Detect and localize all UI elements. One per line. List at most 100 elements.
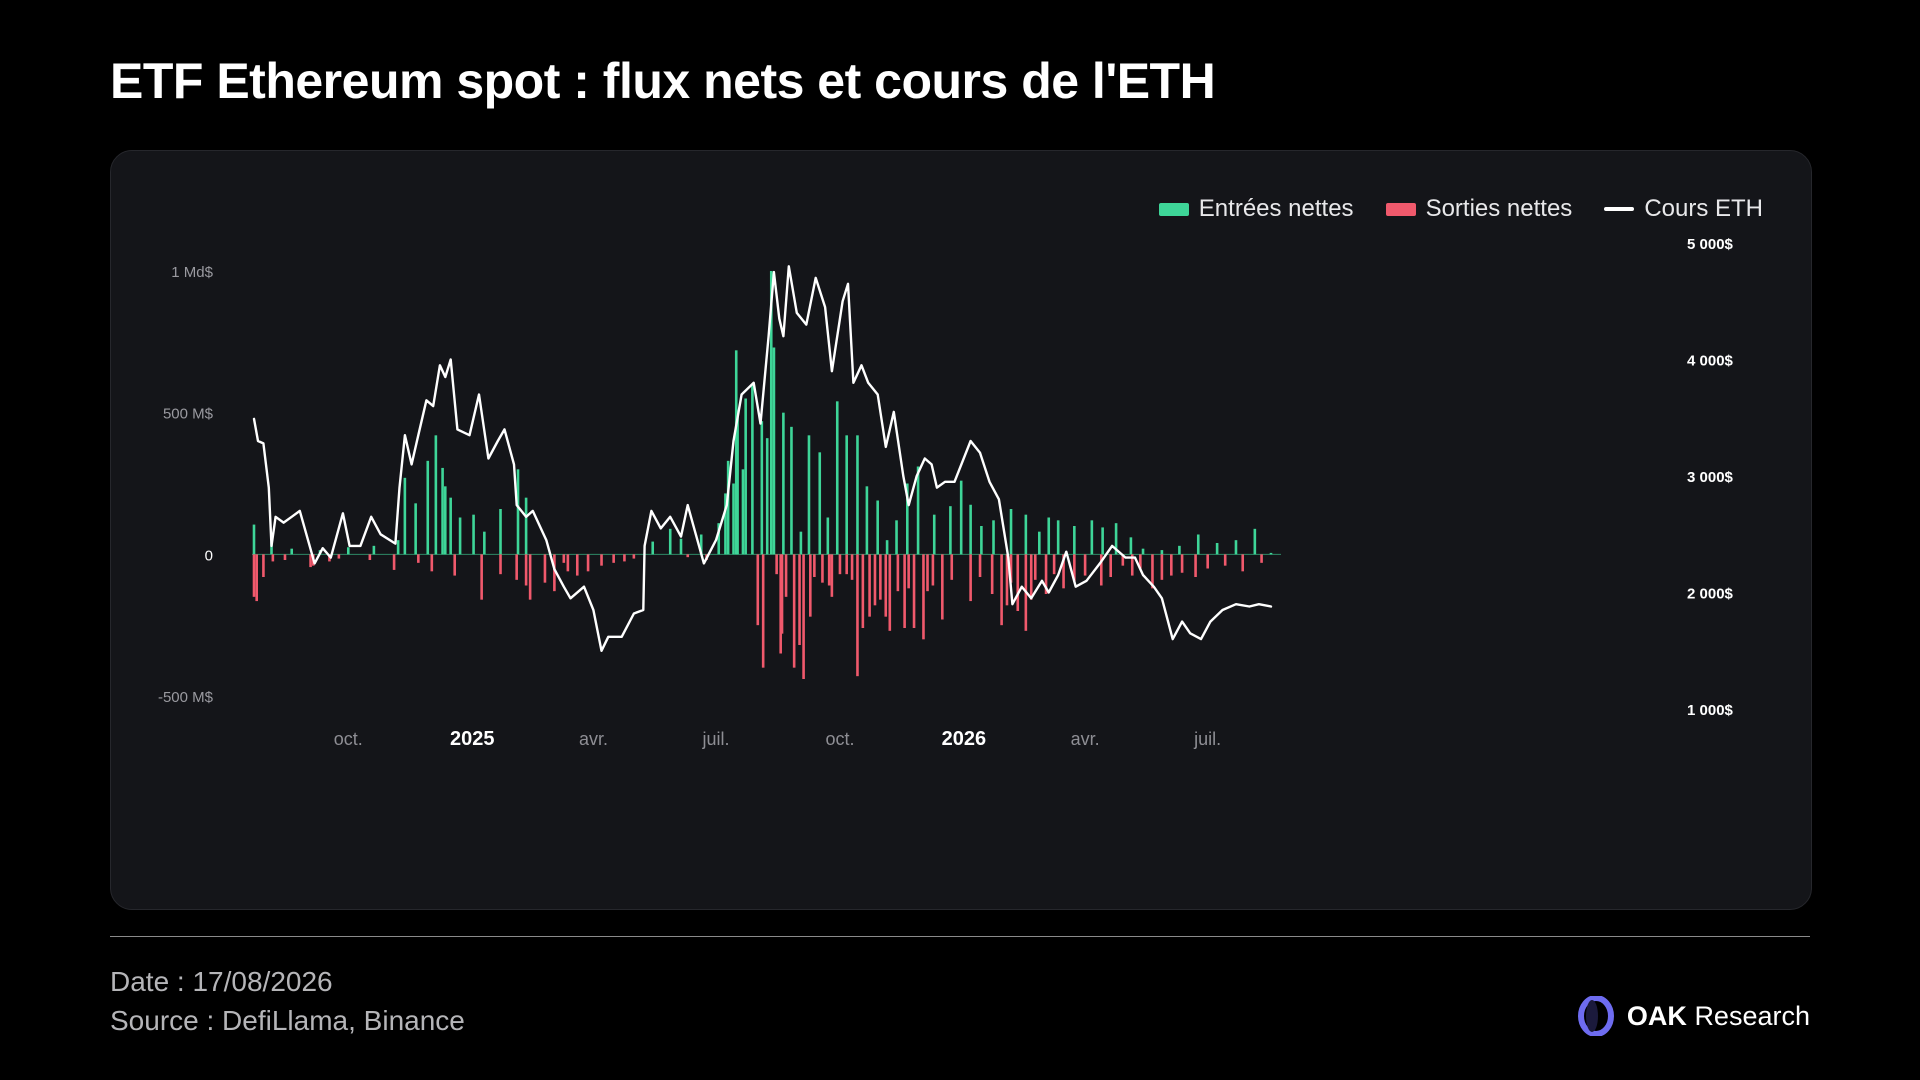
outflow-bar: [255, 554, 258, 602]
outflow-bar: [271, 554, 275, 562]
inflow-bar: [270, 541, 273, 555]
inflow-bar: [1129, 537, 1133, 555]
inflow-bar: [959, 480, 963, 555]
inflow-bar: [499, 509, 502, 555]
inflow-bar: [906, 483, 909, 555]
outflow-bar: [1180, 554, 1184, 573]
inflow-bar: [1141, 548, 1145, 555]
y-left-tick-label: 0: [205, 547, 213, 564]
outflow-bar: [813, 554, 816, 577]
outflow-bar: [1241, 554, 1245, 572]
outflow-bar: [1000, 554, 1003, 626]
inflow-bar: [516, 469, 520, 555]
outflow-bar: [761, 554, 765, 668]
brand-name-bold: OAK: [1626, 1000, 1687, 1031]
outflow-bar: [821, 554, 824, 583]
y-right-tick-label: 3 000$: [1687, 469, 1734, 486]
outflow-bar: [528, 554, 532, 600]
inflow-bar: [949, 506, 952, 555]
inflow-bar: [1114, 523, 1118, 555]
outflow-bar: [756, 554, 760, 626]
outflow-bar: [252, 554, 256, 597]
outflow-bar: [392, 554, 396, 570]
inflow-bar: [992, 520, 995, 555]
outflow-bar: [562, 554, 566, 563]
inflow-bar: [732, 483, 735, 555]
outflow-bar: [515, 554, 518, 580]
price-line: [252, 265, 1273, 652]
inflow-bar: [1024, 514, 1028, 555]
outflow-bar: [1083, 554, 1087, 576]
outflow-bar: [417, 554, 420, 563]
inflow-bar: [916, 466, 920, 555]
outflow-bar: [1033, 554, 1037, 580]
inflow-bar: [414, 503, 417, 555]
inflow-bar: [826, 517, 830, 555]
inflow-bar: [741, 469, 745, 555]
outflow-bar: [792, 554, 796, 668]
inflow-bar: [751, 384, 754, 555]
y-right-tick-label: 5 000$: [1687, 236, 1734, 253]
legend-outflow-label: Sorties nettes: [1425, 195, 1573, 222]
inflow-bar: [426, 460, 430, 555]
x-tick-label: avr.: [1071, 729, 1100, 749]
outflow-bar: [1016, 554, 1020, 611]
outflow-bar: [337, 554, 341, 559]
outflow-bar: [888, 554, 892, 631]
outflow-bar: [827, 554, 831, 586]
outflow-bar: [499, 554, 502, 575]
y-left-tick-label: -500 M$: [158, 689, 214, 706]
inflow-bar: [769, 271, 773, 555]
outflow-bar: [1130, 554, 1134, 576]
legend-outflow-swatch: [1385, 202, 1416, 216]
legend-price: Cours ETH: [1604, 195, 1763, 223]
legend-price-swatch: [1604, 207, 1635, 211]
outflow-bar: [879, 554, 882, 600]
outflow-bar: [1194, 554, 1197, 577]
outflow-bar: [775, 554, 778, 575]
outflow-bar: [1029, 554, 1033, 600]
inflow-bar: [472, 514, 475, 555]
outflow-bar: [1109, 554, 1113, 577]
outflow-bar: [1062, 554, 1065, 589]
inflow-bar: [434, 435, 438, 555]
inflow-bar: [651, 541, 655, 555]
outflow-bar: [809, 554, 812, 617]
outflow-bar: [1223, 554, 1227, 566]
outflow-bar: [1099, 554, 1103, 586]
outflow-bar: [283, 554, 287, 560]
inflow-bar: [1269, 552, 1273, 555]
outflow-bar: [941, 554, 944, 620]
outflow-bar: [903, 554, 906, 628]
outflow-bar: [896, 554, 900, 592]
inflow-bar: [679, 538, 683, 555]
outflow-bar: [586, 554, 590, 572]
outflow-bar: [990, 554, 994, 594]
outflow-bar: [623, 554, 626, 562]
inflow-bar: [458, 517, 462, 555]
inflow-bar: [1038, 531, 1041, 555]
legend-inflow-label: Entrées nettes: [1198, 195, 1354, 222]
inflow-bar: [807, 435, 811, 555]
inflow-bar: [726, 460, 730, 555]
outflow-bar: [453, 554, 457, 576]
outflow-bar: [873, 554, 877, 606]
inflow-bar: [1215, 543, 1219, 555]
inflow-bar: [252, 524, 256, 555]
outflow-bar: [868, 554, 871, 617]
outflow-bar: [830, 554, 834, 597]
inflow-bar: [969, 504, 972, 555]
inflow-bar: [1047, 517, 1051, 555]
y-right-tick-label: 1 000$: [1687, 702, 1734, 719]
inflow-bar: [1234, 540, 1238, 555]
x-tick-label: juil.: [702, 729, 730, 749]
inflow-bar: [765, 438, 769, 555]
inflow-bar: [1253, 528, 1257, 555]
inflow-bar: [483, 531, 486, 555]
footer-date: Date : 17/08/2026: [110, 966, 333, 997]
outflow-bar: [1073, 554, 1076, 582]
inflow-bar: [818, 452, 822, 555]
legend-inflow-swatch: [1158, 202, 1189, 216]
inflow-bar: [895, 520, 898, 555]
outflow-bar: [524, 554, 528, 586]
